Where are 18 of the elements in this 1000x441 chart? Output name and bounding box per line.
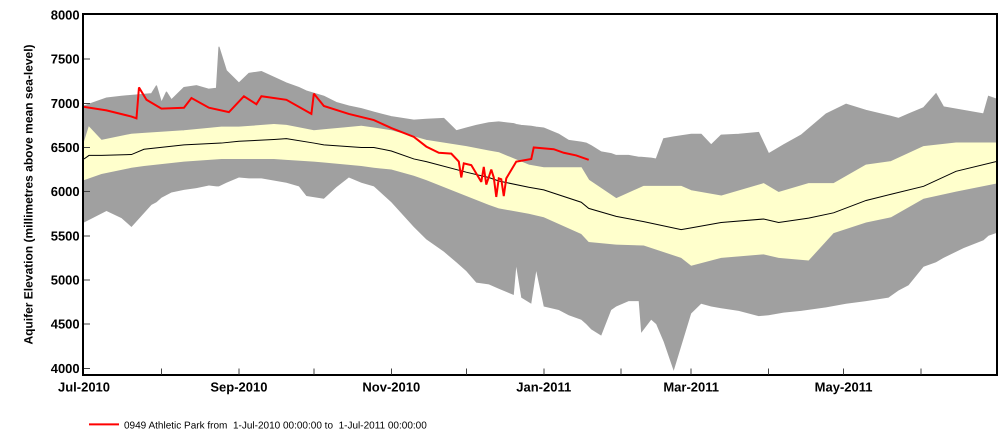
y-tick-label: 7500 xyxy=(50,52,80,67)
x-tick-label: Jan-2011 xyxy=(516,379,572,394)
y-tick-label: 6000 xyxy=(50,184,80,200)
y-tick-label: 4500 xyxy=(50,316,80,332)
x-tick-label: Jul-2010 xyxy=(58,379,110,394)
legend-label: 0949 Athletic Park from 1-Jul-2010 00:00:00 to 1-Jul-2011 00:00:00 xyxy=(124,420,428,432)
y-tick-label: 7000 xyxy=(50,96,80,111)
x-tick-label: May-2011 xyxy=(814,379,872,394)
y-axis-title: Aquifer Elevation (millimetres above mean sea-level) xyxy=(22,44,36,345)
y-tick-label: 6500 xyxy=(50,140,80,156)
y-tick-label: 4000 xyxy=(50,360,80,376)
y-tick-label: 5500 xyxy=(50,228,80,244)
line-series xyxy=(84,86,590,198)
x-tick-label: Mar-2011 xyxy=(663,379,719,394)
y-tick-label: 5000 xyxy=(50,272,80,288)
x-tick-label: Sep-2010 xyxy=(210,379,268,394)
x-tick-label: Nov-2010 xyxy=(362,379,420,394)
y-tick-label: 8000 xyxy=(50,8,80,23)
